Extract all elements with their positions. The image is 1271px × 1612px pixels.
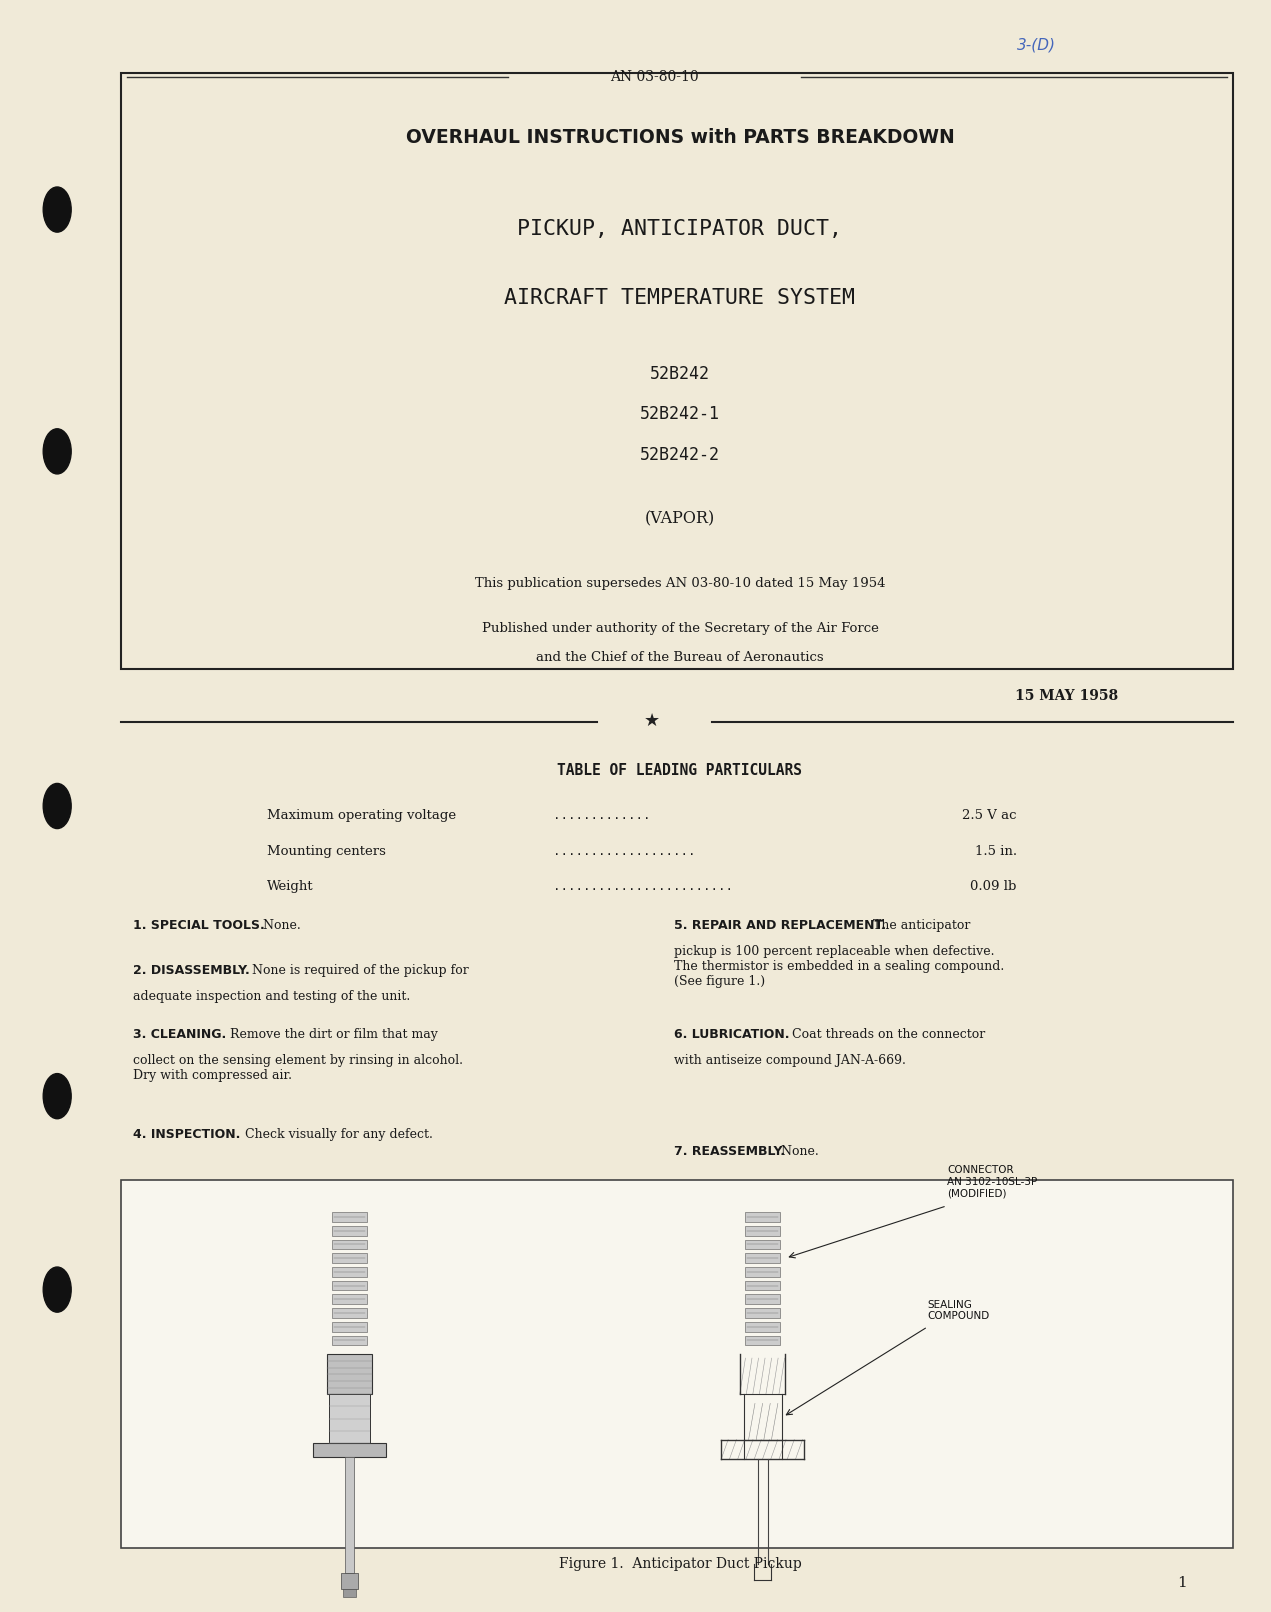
Text: Maximum operating voltage: Maximum operating voltage (267, 809, 456, 822)
Bar (745, 1254, 780, 1264)
Ellipse shape (43, 1267, 71, 1312)
Text: This publication supersedes AN 03-80-10 dated 15 May 1954: This publication supersedes AN 03-80-10 … (475, 577, 885, 590)
Text: Remove the dirt or film that may: Remove the dirt or film that may (222, 1028, 437, 1041)
Bar (121, 1180, 1233, 1548)
Text: .............: ............. (553, 809, 651, 822)
Text: AIRCRAFT TEMPERATURE SYSTEM: AIRCRAFT TEMPERATURE SYSTEM (505, 289, 855, 308)
Bar (745, 1280, 780, 1290)
Text: 6. LUBRICATION.: 6. LUBRICATION. (674, 1028, 789, 1041)
Ellipse shape (43, 187, 71, 232)
Text: 0.09 lb: 0.09 lb (971, 880, 1017, 893)
Bar (332, 1240, 367, 1249)
Bar (745, 1335, 780, 1344)
Bar (745, 1294, 780, 1304)
Bar (332, 1309, 367, 1319)
Text: None.: None. (259, 919, 300, 932)
Text: CONNECTOR
AN 3102-10SL-3P
(MODIFIED): CONNECTOR AN 3102-10SL-3P (MODIFIED) (947, 1165, 1037, 1198)
Text: Figure 1.  Anticipator Duct Pickup: Figure 1. Anticipator Duct Pickup (559, 1557, 801, 1570)
Text: 52B242: 52B242 (649, 364, 710, 384)
Bar (121, 73, 1233, 669)
Bar (341, 1573, 358, 1589)
Text: 2. DISASSEMBLY.: 2. DISASSEMBLY. (133, 964, 250, 977)
Text: SEALING
COMPOUND: SEALING COMPOUND (928, 1299, 990, 1322)
Bar (332, 1254, 367, 1264)
Bar (332, 1322, 367, 1332)
Bar (745, 1225, 780, 1235)
Bar (745, 1212, 780, 1222)
Text: 5. REPAIR AND REPLACEMENT.: 5. REPAIR AND REPLACEMENT. (674, 919, 886, 932)
Text: 4. INSPECTION.: 4. INSPECTION. (133, 1128, 240, 1141)
Bar (346, 1457, 353, 1573)
Bar (332, 1335, 367, 1344)
Text: 1.5 in.: 1.5 in. (975, 845, 1017, 858)
Text: and the Chief of the Bureau of Aeronautics: and the Chief of the Bureau of Aeronauti… (536, 651, 824, 664)
Text: 3. CLEANING.: 3. CLEANING. (133, 1028, 226, 1041)
Bar (343, 1589, 356, 1597)
Ellipse shape (43, 1074, 71, 1119)
Text: Weight: Weight (267, 880, 314, 893)
Text: ...................: ................... (553, 845, 695, 858)
Text: 3-(D): 3-(D) (1017, 37, 1056, 53)
Text: None.: None. (777, 1145, 819, 1157)
Bar (332, 1225, 367, 1235)
Bar (332, 1267, 367, 1277)
Bar (745, 1240, 780, 1249)
Text: Mounting centers: Mounting centers (267, 845, 386, 858)
Text: 52B242-2: 52B242-2 (641, 445, 719, 464)
Text: collect on the sensing element by rinsing in alcohol.
Dry with compressed air.: collect on the sensing element by rinsin… (133, 1054, 464, 1082)
Bar (745, 1267, 780, 1277)
Text: (VAPOR): (VAPOR) (644, 511, 716, 527)
Text: The anticipator: The anticipator (866, 919, 971, 932)
Bar (745, 1322, 780, 1332)
Text: 7. REASSEMBLY.: 7. REASSEMBLY. (674, 1145, 784, 1157)
Text: 15 MAY 1958: 15 MAY 1958 (1016, 690, 1118, 703)
Text: Published under authority of the Secretary of the Air Force: Published under authority of the Secreta… (482, 622, 878, 635)
Bar (327, 1354, 372, 1394)
Bar (332, 1280, 367, 1290)
Text: with antiseize compound JAN-A-669.: with antiseize compound JAN-A-669. (674, 1054, 905, 1067)
Text: None is required of the pickup for: None is required of the pickup for (244, 964, 469, 977)
Text: 1. SPECIAL TOOLS.: 1. SPECIAL TOOLS. (133, 919, 266, 932)
Text: 1: 1 (1177, 1577, 1187, 1589)
Text: OVERHAUL INSTRUCTIONS with PARTS BREAKDOWN: OVERHAUL INSTRUCTIONS with PARTS BREAKDO… (405, 127, 955, 147)
Bar (332, 1212, 367, 1222)
Bar (745, 1309, 780, 1319)
Text: ★: ★ (644, 711, 660, 730)
Text: 2.5 V ac: 2.5 V ac (962, 809, 1017, 822)
Text: TABLE OF LEADING PARTICULARS: TABLE OF LEADING PARTICULARS (558, 762, 802, 779)
Text: Coat threads on the connector: Coat threads on the connector (784, 1028, 985, 1041)
Bar (329, 1394, 370, 1443)
Bar (332, 1294, 367, 1304)
Text: adequate inspection and testing of the unit.: adequate inspection and testing of the u… (133, 990, 411, 1003)
Text: ........................: ........................ (553, 880, 733, 893)
Bar (313, 1443, 386, 1457)
Text: Check visually for any defect.: Check visually for any defect. (236, 1128, 432, 1141)
Text: 52B242-1: 52B242-1 (641, 405, 719, 424)
Text: pickup is 100 percent replaceable when defective.
The thermistor is embedded in : pickup is 100 percent replaceable when d… (674, 945, 1004, 988)
Text: AN 03-80-10: AN 03-80-10 (610, 71, 699, 84)
Text: PICKUP, ANTICIPATOR DUCT,: PICKUP, ANTICIPATOR DUCT, (517, 219, 843, 239)
Ellipse shape (43, 429, 71, 474)
Ellipse shape (43, 783, 71, 829)
